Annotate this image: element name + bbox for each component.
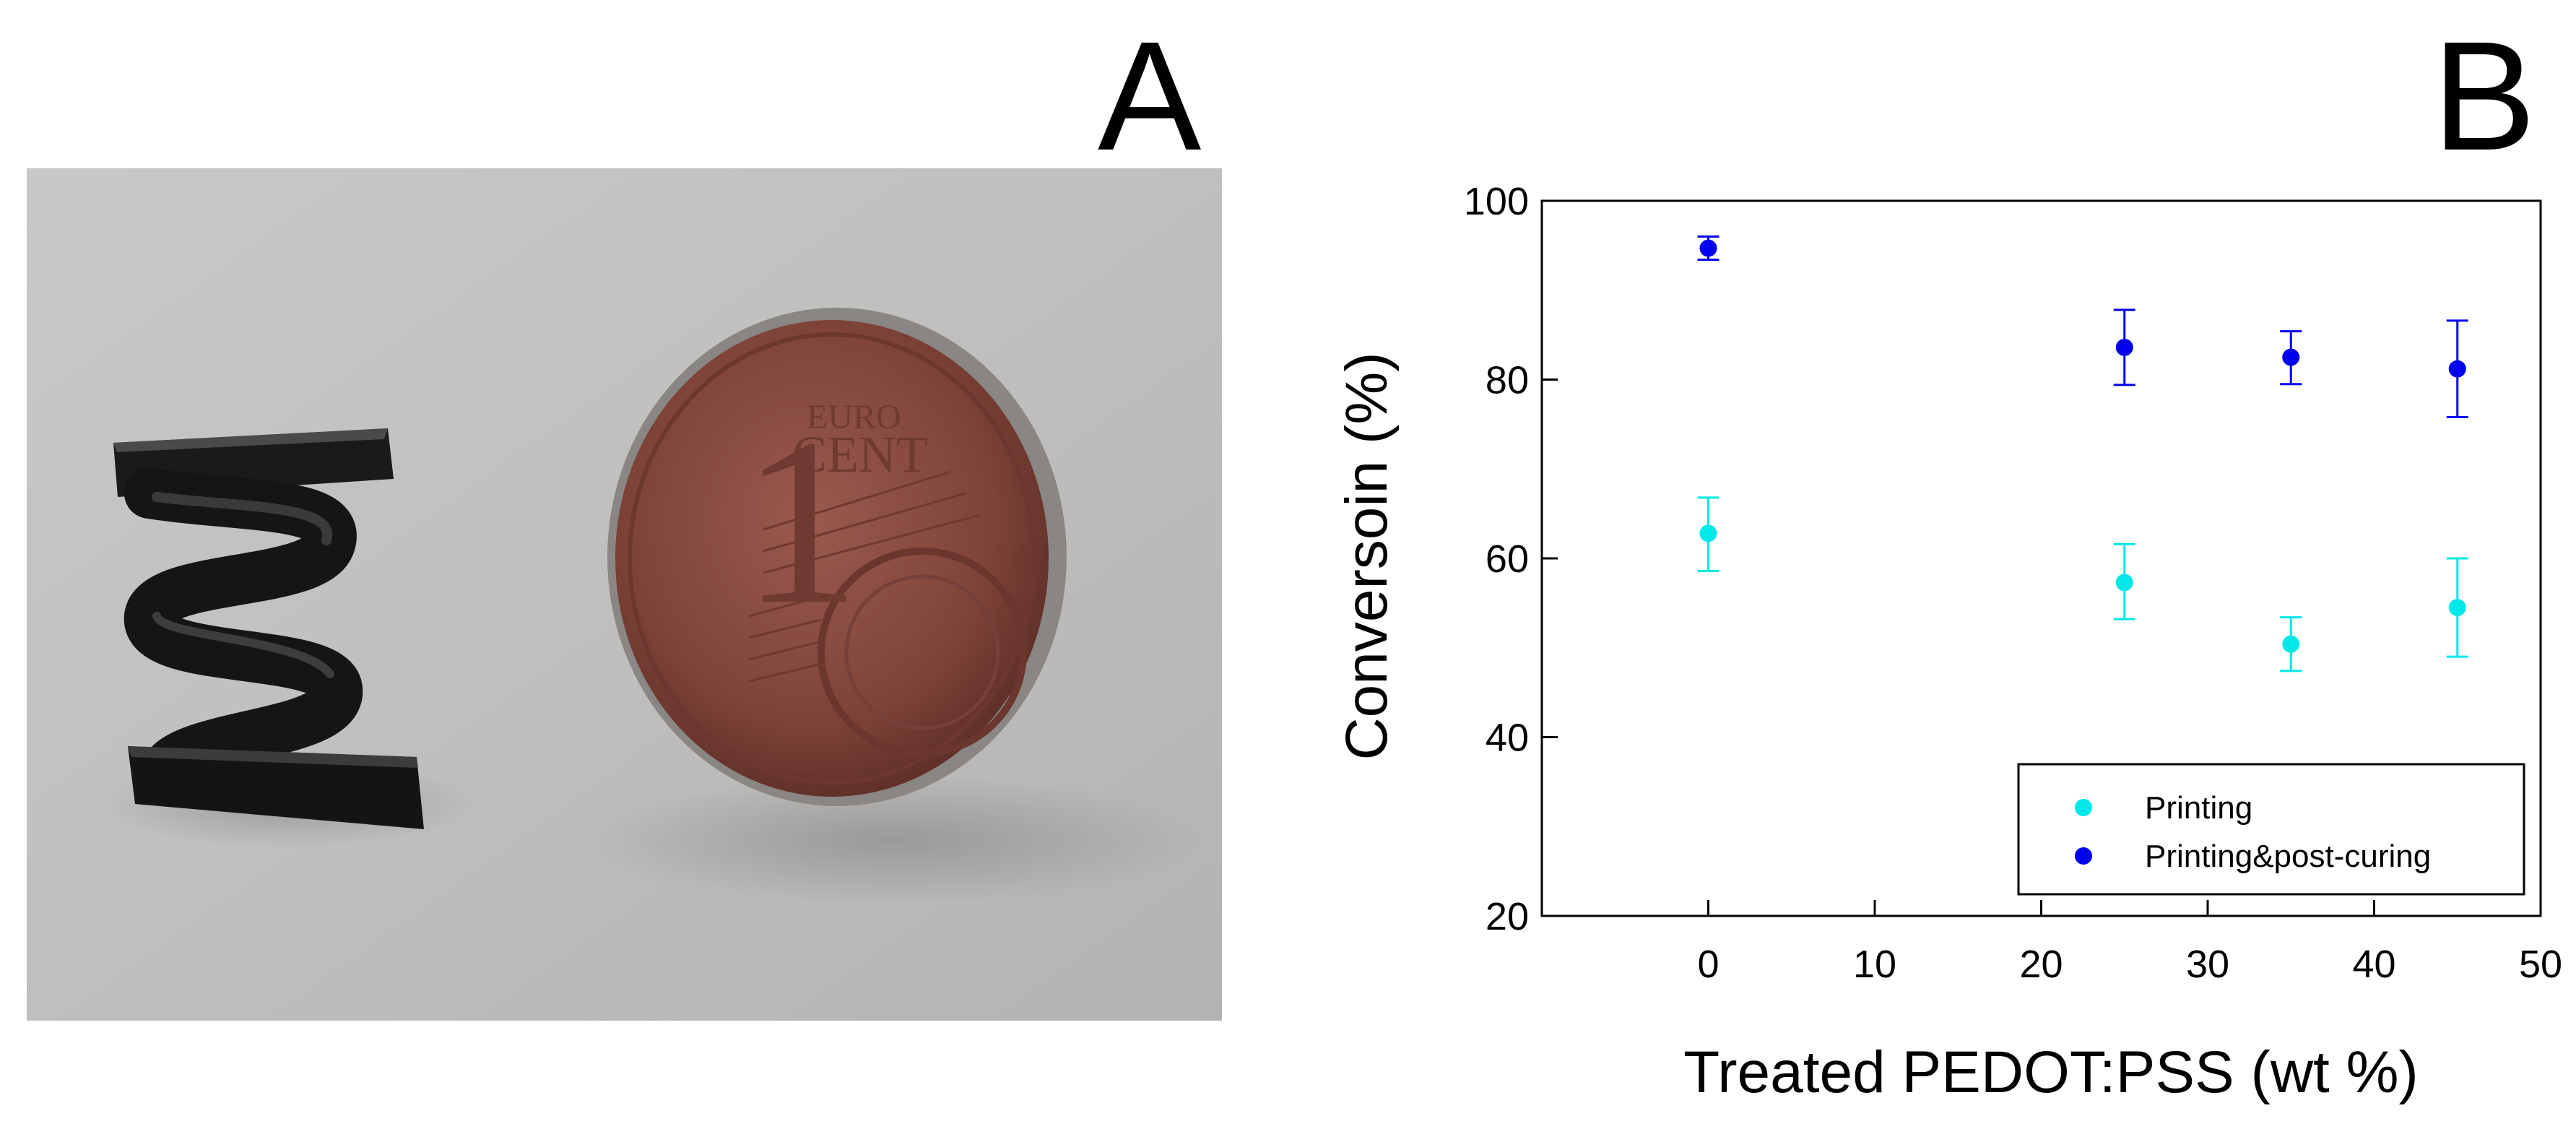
x-axis-title: Treated PEDOT:PSS (wt %) (1683, 1039, 2419, 1105)
y-tick-label: 20 (1486, 895, 1529, 938)
panel-label-a: A (1098, 9, 1202, 183)
printing-data-point (2115, 574, 2133, 592)
x-tick-label: 30 (2186, 943, 2229, 986)
printing-data-point (1699, 524, 1717, 542)
legend-box (2017, 763, 2525, 896)
printing-data-point (2282, 635, 2300, 653)
panel-label-b: B (2432, 9, 2536, 183)
printing-post-curing-data-point (2448, 360, 2466, 378)
photo-spring-and-coin: 1 EURO CENT (27, 168, 1222, 1021)
coin-shadow (583, 775, 1204, 905)
y-tick-label: 80 (1486, 359, 1529, 402)
legend-marker (2075, 847, 2092, 865)
coin-cent-text: CENT (792, 425, 928, 483)
coin-numeral: 1 (742, 390, 861, 654)
photo-illustration: 1 EURO CENT (27, 168, 1222, 1021)
y-axis-title: Conversoin (%) (1334, 352, 1400, 760)
y-tick-label: 60 (1486, 537, 1529, 581)
printing-data-point (2448, 599, 2466, 617)
y-tick-label: 40 (1486, 717, 1529, 760)
plot-frame (1540, 199, 2542, 917)
y-tick-label: 100 (1464, 180, 1529, 223)
legend-marker (2075, 799, 2092, 816)
euro-cent-coin-icon: 1 EURO CENT (607, 308, 1067, 806)
helical-spring-icon (113, 428, 424, 829)
x-tick-label: 20 (2019, 943, 2063, 986)
x-tick-label: 50 (2519, 943, 2562, 986)
printing-post-curing-data-point (1699, 239, 1717, 257)
printing-post-curing-data-point (2115, 338, 2133, 356)
legend-label: Printing (2145, 790, 2252, 826)
x-tick-label: 0 (1697, 943, 1719, 986)
x-tick-label: 40 (2352, 943, 2395, 986)
coin-euro-text: EURO (807, 398, 901, 436)
x-tick-label: 10 (1853, 943, 1896, 986)
legend-label: Printing&post-curing (2145, 839, 2431, 874)
printing-post-curing-data-point (2282, 348, 2300, 366)
plot-area: 20 40 60 80 100 0 10 20 30 40 50 Printing Printing&p… (1464, 180, 2562, 986)
